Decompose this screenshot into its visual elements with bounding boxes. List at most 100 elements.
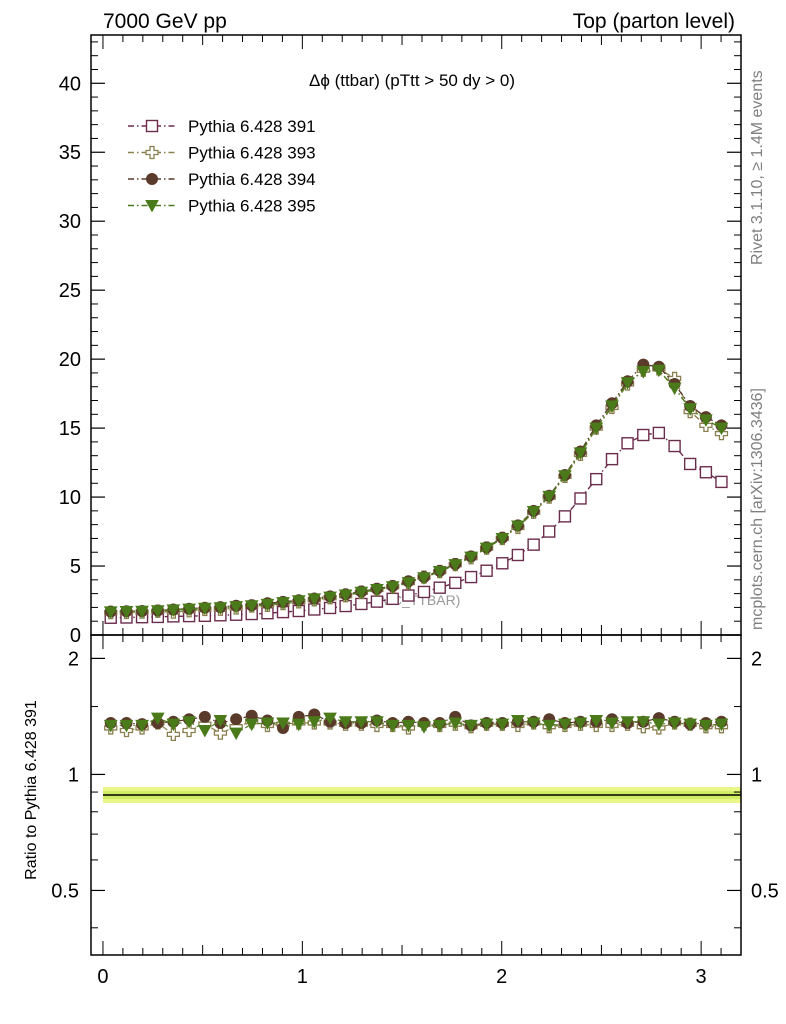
ratio-point-series-1	[166, 727, 180, 742]
data-point-series-4	[385, 581, 400, 594]
ratio-point-series-1	[213, 726, 228, 740]
main-y-tick-label: 10	[59, 487, 81, 509]
ratio-point-series-3	[667, 717, 682, 730]
data-point-series-1	[715, 475, 728, 489]
legend-label: Pythia 6.428 391	[188, 117, 316, 136]
data-point-series-4	[338, 589, 353, 603]
ratio-point-series-3	[338, 716, 353, 729]
ratio-point-series-3	[229, 727, 243, 741]
ratio-point-series-2	[198, 710, 211, 723]
data-point-series-4	[699, 414, 713, 427]
data-point-series-1	[621, 437, 634, 450]
data-point-series-1	[417, 585, 431, 599]
data-point-series-4	[558, 470, 572, 483]
main-y-tick-label: 25	[59, 280, 81, 302]
ratio-y-tick-label: 0.5	[51, 880, 79, 902]
data-point-series-4	[464, 551, 478, 565]
series-line-1	[110, 432, 722, 619]
series-line-4	[110, 369, 722, 613]
data-point-series-1	[558, 510, 572, 523]
data-point-series-4	[620, 377, 635, 390]
x-tick-label: 3	[696, 966, 707, 988]
data-point-series-4	[714, 422, 729, 436]
data-point-series-4	[526, 506, 541, 519]
data-point-series-4	[589, 422, 604, 436]
ratio-point-series-3	[103, 719, 118, 733]
ratio-point-series-3	[135, 719, 149, 733]
ratio-point-series-3	[714, 718, 729, 732]
data-point-series-4	[260, 598, 275, 612]
data-point-series-4	[605, 400, 619, 414]
data-point-series-4	[213, 602, 228, 615]
data-point-series-4	[432, 566, 447, 579]
ratio-point-series-3	[150, 712, 165, 726]
ratio-plot-panel: Ratio to Pythia 6.428 391 0.5 0.5 1 1 2 2 0 1 2 3	[23, 634, 779, 988]
ratio-y-tick-label-right: 0.5	[751, 880, 779, 902]
data-point-series-1	[496, 557, 509, 570]
ratio-point-series-3	[511, 715, 525, 728]
data-point-series-4	[511, 520, 525, 534]
data-point-series-4	[276, 597, 290, 610]
series-line-3	[110, 363, 722, 613]
rivet-label: Rivet 3.1.10, ≥ 1.4M events	[749, 70, 766, 265]
data-point-series-4	[652, 364, 666, 378]
ratio-point-series-3	[385, 719, 400, 733]
data-point-series-4	[573, 447, 588, 460]
main-axis-ticks: 0 5 10 15 20 25 30 35 40	[59, 35, 741, 647]
data-point-series-1	[668, 439, 681, 453]
main-y-tick-label: 35	[59, 142, 81, 164]
ratio-point-series-3	[652, 718, 666, 732]
data-point-series-4	[323, 591, 337, 605]
ratio-line-2	[110, 713, 722, 729]
header-left: 7000 GeV pp	[103, 10, 227, 33]
data-point-series-1	[511, 548, 525, 562]
data-point-series-1	[433, 581, 446, 594]
data-point-series-1	[355, 597, 368, 611]
ratio-point-series-3	[166, 718, 181, 732]
data-point-series-1	[402, 589, 415, 602]
ratio-point-series-3	[276, 717, 290, 730]
ratio-point-series-3	[213, 715, 228, 728]
ratio-point-series-3	[464, 719, 478, 733]
ratio-point-series-3	[605, 717, 619, 730]
ratio-point-series-3	[573, 717, 588, 730]
legend-marker	[145, 145, 159, 160]
data-point-series-4	[401, 577, 416, 590]
main-y-tick-label: 15	[59, 418, 81, 440]
main-plot-panel: Δϕ (ttbar) (pTtt > 50 dy > 0) (MC_TTBAR)…	[59, 34, 742, 647]
data-point-series-1	[574, 492, 587, 505]
data-point-series-1	[590, 472, 603, 486]
data-point-series-4	[479, 542, 494, 556]
legend-label: Pythia 6.428 395	[188, 197, 316, 216]
data-point-series-1	[480, 564, 493, 577]
data-point-series-1	[605, 452, 619, 466]
data-point-series-1	[652, 426, 666, 440]
data-point-series-1	[370, 595, 384, 608]
data-point-series-1	[386, 592, 399, 606]
data-point-series-4	[542, 490, 557, 504]
ratio-point-series-2	[230, 713, 243, 726]
legend-marker	[146, 173, 158, 185]
ratio-point-series-3	[198, 725, 212, 738]
data-point-series-4	[150, 605, 165, 618]
legend-marker	[145, 200, 159, 213]
legend-marker	[145, 119, 159, 133]
ratio-point-series-3	[479, 718, 494, 732]
ratio-point-series-3	[699, 719, 713, 733]
ratio-point-series-3	[620, 716, 635, 729]
data-point-series-4	[135, 605, 149, 619]
ratio-y-tick-label-right: 1	[751, 764, 762, 786]
ratio-point-series-3	[636, 716, 651, 729]
data-point-series-4	[229, 601, 243, 614]
data-point-series-4	[244, 600, 259, 613]
ratio-point-series-3	[432, 719, 447, 733]
ratio-line-3	[110, 717, 722, 734]
legend: Pythia 6.428 391 Pythia 6.428 393 Pythia 6…	[128, 117, 316, 216]
data-point-series-4	[307, 593, 322, 606]
data-point-series-4	[166, 604, 181, 617]
ratio-point-series-3	[683, 718, 697, 732]
ratio-point-series-3	[307, 716, 322, 729]
ratio-point-series-3	[542, 719, 557, 733]
main-y-tick-label: 0	[70, 625, 81, 647]
ratio-line-1	[110, 721, 722, 736]
